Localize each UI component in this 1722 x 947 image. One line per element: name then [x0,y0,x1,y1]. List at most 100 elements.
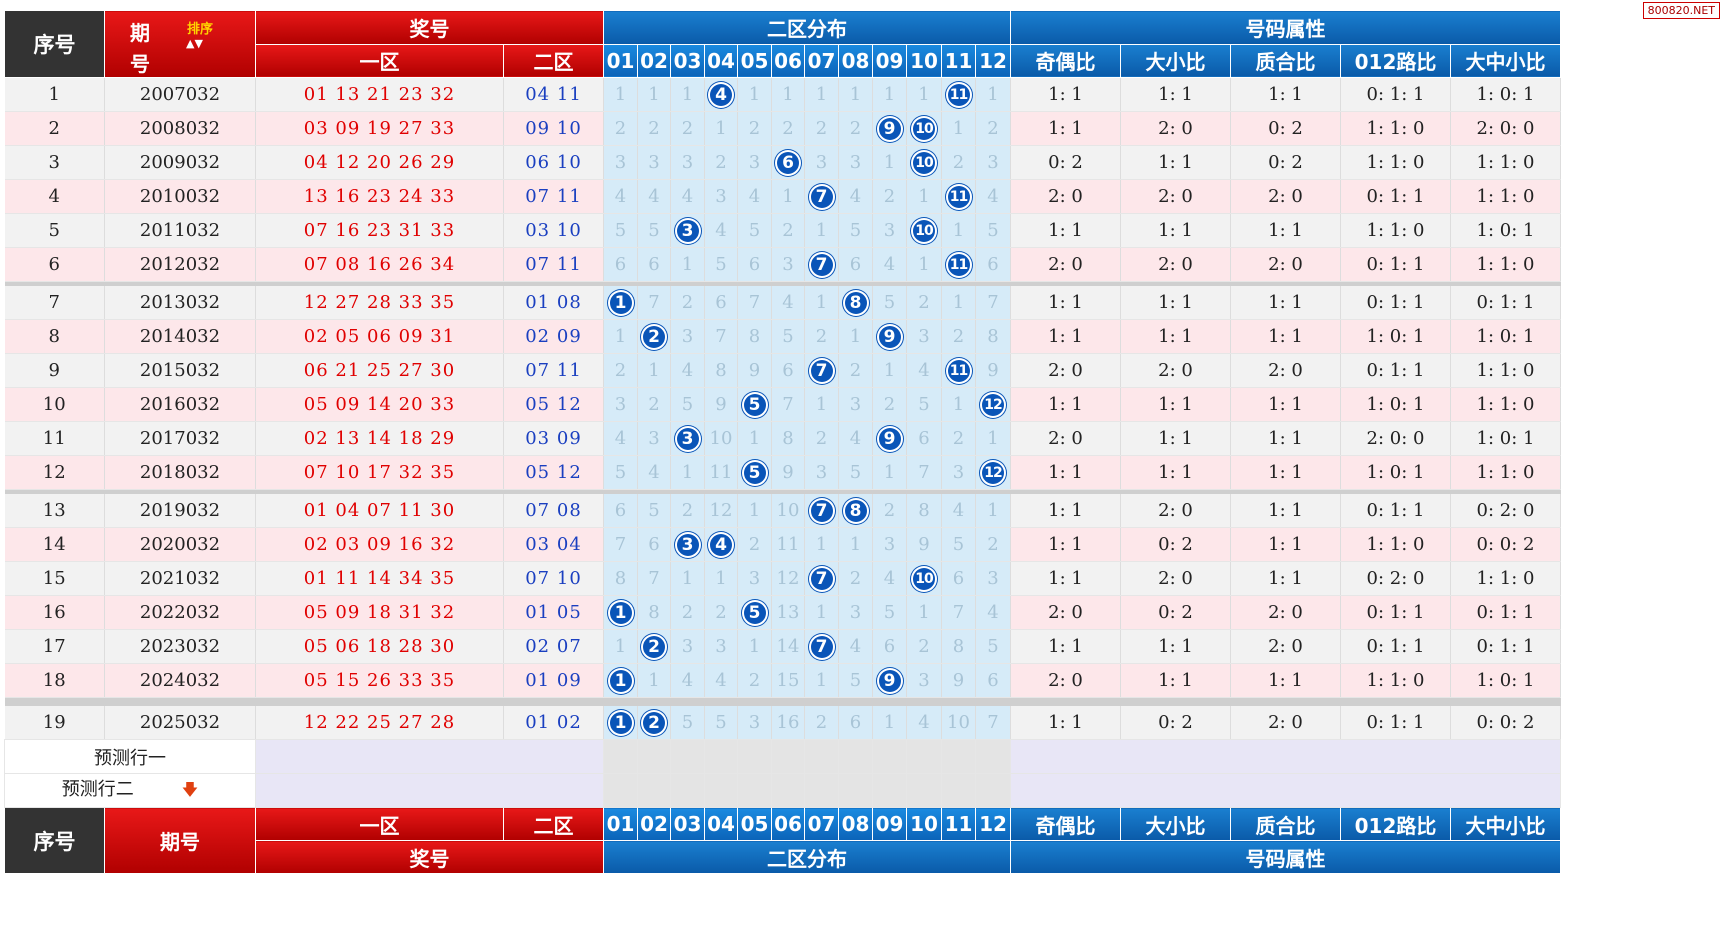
dist-ball: 5 [741,391,768,418]
footer-dist-num: 12 [975,807,1011,841]
row-attr: 1: 1: 0 [1340,111,1451,146]
dist-cell: 8 [838,494,873,528]
row-attr: 2: 0 [1120,111,1231,146]
dist-cell: 2 [670,595,705,630]
dist-cell: 3 [637,145,671,180]
row-attr: 1: 1: 0 [1450,179,1561,214]
predict-dist-cell[interactable] [838,773,873,808]
row-front-numbers: 02 03 09 16 32 [255,527,504,562]
row-attr: 0: 2: 0 [1450,494,1561,528]
footer-prize: 奖号 [255,840,604,874]
predict-dist-cell[interactable] [704,739,738,774]
arrow-down-icon[interactable]: 🡇 [181,780,199,799]
predict-dist-cell[interactable] [603,739,638,774]
dist-cell: 5 [737,387,772,422]
sort-toggle-label[interactable]: 排序 [187,22,214,37]
row-attr: 1: 1 [1010,111,1121,146]
row-front-numbers: 03 09 19 27 33 [255,111,504,146]
row-attr: 1: 1 [1010,494,1121,528]
table-row: 1 2007032 01 13 21 23 32 04 11 1 1 1 4 1 1 1 1 1 1 11 1… [4,77,1561,112]
dist-cell: 1 [603,319,638,354]
row-attr: 0: 2 [1230,111,1341,146]
group-separator [4,281,1561,286]
dist-cell: 2 [838,111,873,146]
table-row: 13 2019032 01 04 07 11 30 07 08 6 5 2 12 1 10 7 8 2 8… [4,494,1561,528]
dist-cell: 1 [941,387,976,422]
predict-dist-cell[interactable] [637,739,671,774]
predict-dist-cell[interactable] [737,739,772,774]
row-front-numbers: 01 13 21 23 32 [255,77,504,112]
dist-cell: 1 [941,286,976,320]
predict-dist-cell[interactable] [771,739,805,774]
dist-cell: 8 [637,595,671,630]
dist-cell: 2 [872,494,907,528]
row-issue: 2008032 [104,111,256,146]
predict-dist-cell[interactable] [670,739,705,774]
row-attr: 1: 1 [1010,387,1121,422]
dist-cell: 8 [975,319,1011,354]
predict-dist-cell[interactable] [737,773,772,808]
predict-number-input[interactable] [255,773,604,808]
dist-cell: 4 [838,179,873,214]
predict-dist-cell[interactable] [670,773,705,808]
predict-dist-cell[interactable] [804,739,839,774]
row-seq: 18 [4,663,105,698]
dist-cell: 1 [637,77,671,112]
dist-cell: 2 [872,179,907,214]
row-seq: 12 [4,455,105,490]
predict-dist-cell[interactable] [872,773,907,808]
footer-attr-col: 大小比 [1120,807,1231,841]
dist-cell: 11 [941,179,976,214]
dist-cell: 2 [704,145,738,180]
predict-dist-cell[interactable] [975,773,1011,808]
row-attr: 0: 1: 1 [1340,353,1451,388]
predict-dist-cell[interactable] [603,773,638,808]
predict-dist-cell[interactable] [906,773,942,808]
dist-cell: 1 [771,77,805,112]
predict-dist-cell[interactable] [906,739,942,774]
row-back-numbers: 01 09 [503,663,604,698]
header-issue[interactable]: 期 号 排序 ▲▼ [104,10,256,78]
row-seq: 14 [4,527,105,562]
dist-cell: 6 [975,247,1011,282]
predict-dist-cell[interactable] [637,773,671,808]
predict-row[interactable]: 预测行二 🡇 [4,773,1561,808]
predict-dist-cell[interactable] [804,773,839,808]
row-attr: 1: 1 [1010,527,1121,562]
predict-dist-cell[interactable] [975,739,1011,774]
dist-cell: 6 [603,247,638,282]
row-attr: 1: 1 [1230,527,1341,562]
dist-ball: 7 [808,633,835,660]
dist-ball: 5 [741,459,768,486]
dist-ball: 1 [607,667,634,694]
dist-ball: 3 [674,425,701,452]
row-attr: 2: 0 [1010,421,1121,456]
predict-dist-cell[interactable] [941,739,976,774]
row-attr: 1: 1 [1120,286,1231,320]
row-attr: 1: 1 [1120,629,1231,664]
dist-cell: 6 [603,494,638,528]
dist-cell: 11 [941,353,976,388]
row-issue: 2017032 [104,421,256,456]
predict-dist-cell[interactable] [941,773,976,808]
row-attr: 1: 1 [1230,387,1341,422]
predict-dist-cell[interactable] [771,773,805,808]
dist-cell: 5 [637,494,671,528]
sort-arrows-icon[interactable]: ▲▼ [186,37,203,50]
dist-cell: 1 [637,663,671,698]
table-row: 19 2025032 12 22 25 27 28 01 02 1 2 5 5 3 16 2 6 1 4 1… [4,706,1561,740]
predict-dist-cell[interactable] [838,739,873,774]
dist-ball: 7 [808,357,835,384]
row-attr: 1: 0: 1 [1450,421,1561,456]
dist-cell: 5 [737,595,772,630]
predict-row[interactable]: 预测行一 [4,739,1561,774]
predict-number-input[interactable] [255,739,604,774]
row-front-numbers: 05 06 18 28 30 [255,629,504,664]
row-attr: 0: 0: 2 [1450,706,1561,740]
predict-attr-cell [1010,739,1561,774]
dist-cell: 6 [838,247,873,282]
dist-cell: 1 [872,77,907,112]
predict-dist-cell[interactable] [872,739,907,774]
predict-dist-cell[interactable] [704,773,738,808]
row-attr: 1: 1 [1230,77,1341,112]
